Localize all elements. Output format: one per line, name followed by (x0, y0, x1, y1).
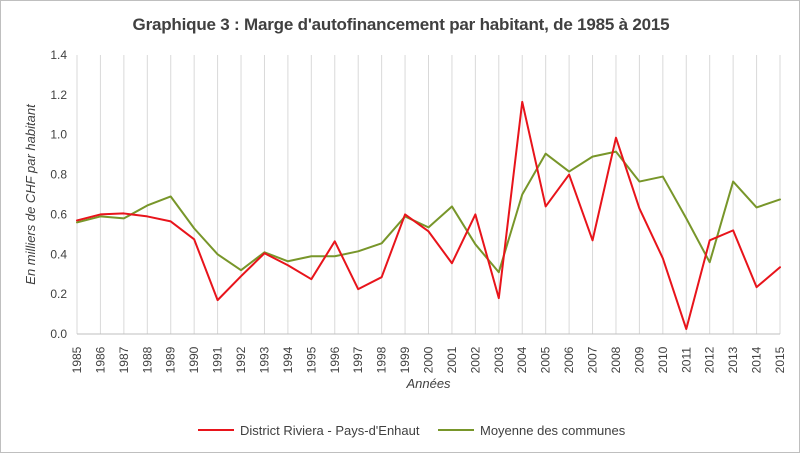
series-line-moyenne (76, 150, 781, 274)
y-tick-label: 0.6 (50, 207, 67, 221)
x-tick-label: 2007 (586, 346, 600, 373)
x-tick-label: 1998 (375, 346, 389, 373)
x-tick-label: 1985 (70, 346, 84, 373)
x-tick-label: 2004 (515, 346, 529, 373)
x-tick-label: 2005 (539, 346, 553, 373)
series-line-district (76, 100, 781, 331)
y-tick-label: 0.2 (50, 287, 67, 301)
legend-swatch-district (198, 429, 234, 431)
x-tick-label: 1995 (304, 346, 318, 373)
x-tick-label: 1991 (211, 346, 225, 373)
y-tick-label: 1.4 (50, 48, 67, 62)
x-tick-label: 1987 (117, 346, 131, 373)
legend-label-district: District Riviera - Pays-d'Enhaut (240, 422, 420, 438)
x-tick-label: 1993 (257, 346, 271, 373)
legend-swatch-moyenne (438, 429, 474, 431)
legend-item-district: District Riviera - Pays-d'Enhaut (198, 420, 419, 440)
x-tick-label: 1997 (351, 346, 365, 373)
legend: District Riviera - Pays-d'Enhaut Moyenne… (0, 420, 800, 440)
legend-item-moyenne: Moyenne des communes (438, 420, 625, 440)
x-tick-label: 2006 (562, 346, 576, 373)
x-tick-label: 1989 (164, 346, 178, 373)
legend-label-moyenne: Moyenne des communes (480, 422, 626, 438)
x-tick-label: 2011 (679, 347, 693, 373)
x-tick-label: 1986 (93, 346, 107, 373)
y-tick-label: 0.4 (50, 247, 67, 261)
y-tick-label: 1.2 (50, 88, 67, 102)
x-tick-label: 2012 (703, 346, 717, 373)
x-tick-label: 2009 (632, 346, 646, 373)
x-tick-label: 2008 (609, 346, 623, 373)
x-tick-label: 1990 (187, 346, 201, 373)
x-tick-label: 2003 (492, 346, 506, 373)
x-tick-label: 1999 (398, 346, 412, 373)
x-tick-label: 2000 (422, 346, 436, 373)
x-tick-label: 1992 (234, 346, 248, 373)
x-tick-label: 2013 (726, 346, 740, 373)
x-tick-label: 1994 (281, 346, 295, 373)
y-axis-title: En milliers de CHF par habitant (23, 103, 38, 285)
y-tick-label: 0.8 (50, 168, 67, 182)
y-tick-label: 1.0 (50, 128, 67, 142)
x-tick-label: 2001 (445, 346, 459, 373)
x-tick-label: 1988 (140, 346, 154, 373)
x-tick-label: 2010 (656, 346, 670, 373)
x-axis-title: Années (405, 376, 451, 391)
x-tick-label: 2015 (773, 346, 787, 373)
x-tick-label: 2014 (750, 346, 764, 373)
chart-title: Graphique 3 : Marge d'autofinancement pa… (132, 15, 670, 34)
x-tick-label: 1996 (328, 346, 342, 373)
x-tick-label: 2002 (468, 346, 482, 373)
y-tick-label: 0.0 (50, 327, 67, 341)
